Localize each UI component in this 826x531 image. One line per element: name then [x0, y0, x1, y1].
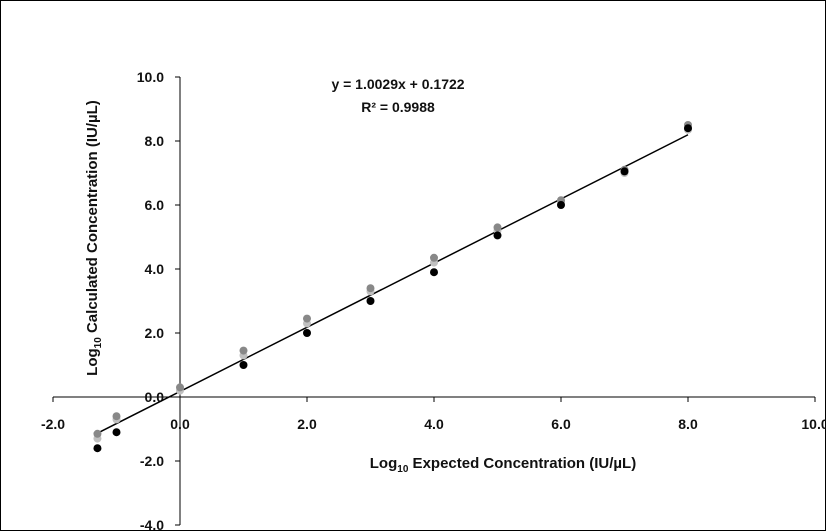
- x-tick-label: 10.0: [801, 416, 826, 432]
- data-point: [239, 361, 248, 369]
- data-point: [303, 314, 311, 323]
- x-tick-label: 4.0: [424, 416, 444, 432]
- trendline: [97, 134, 689, 434]
- y-axis-title: Log10 Calculated Concentration (IU/µL): [84, 100, 104, 376]
- y-tick-label: 4.0: [145, 261, 165, 277]
- data-point: [239, 346, 248, 355]
- equation-label: y = 1.0029x + 0.1722: [331, 76, 464, 92]
- data-point: [112, 428, 121, 437]
- y-axis-title-sub: 10: [93, 337, 104, 349]
- y-axis-title-prefix: Log: [84, 348, 101, 376]
- x-axis-title: Log10 Expected Concentration (IU/µL): [370, 455, 636, 475]
- data-point: [303, 329, 311, 337]
- y-tick-label: 2.0: [145, 325, 165, 341]
- y-tick-label: 10.0: [137, 69, 164, 85]
- r-squared-label: R² = 0.9988: [361, 99, 435, 115]
- y-ticks: -4.0 -2.0 0.0 2.0 4.0 6.0 8.0 10.0: [137, 69, 180, 531]
- x-axis-title-sub: 10: [397, 464, 409, 475]
- x-tick-label: 8.0: [678, 416, 698, 432]
- x-tick-label: 0.0: [170, 416, 190, 432]
- data-point: [430, 268, 438, 277]
- x-tick-label: 2.0: [297, 416, 317, 432]
- y-tick-label: 0.0: [145, 389, 165, 405]
- data-points: [93, 121, 692, 453]
- y-tick-label: 6.0: [145, 197, 165, 213]
- y-tick-label: -4.0: [140, 517, 164, 531]
- x-ticks: -2.0 0.0 2.0 4.0 6.0 8.0 10.0: [41, 397, 826, 432]
- trendline-group: [97, 134, 689, 434]
- data-point: [684, 124, 692, 133]
- data-point: [493, 223, 502, 232]
- data-point: [112, 412, 121, 421]
- x-tick-label: 6.0: [551, 416, 571, 432]
- data-point: [366, 297, 375, 305]
- x-tick-label: -2.0: [41, 416, 65, 432]
- y-tick-label: 8.0: [145, 133, 165, 149]
- data-point: [620, 167, 629, 176]
- data-point: [557, 201, 565, 209]
- x-axis-title-prefix: Log: [370, 455, 398, 472]
- data-point: [430, 253, 438, 262]
- x-axis-title-suffix: Expected Concentration (IU/µL): [408, 455, 636, 472]
- data-point: [93, 444, 102, 453]
- y-tick-label: -2.0: [140, 453, 164, 469]
- data-point: [176, 383, 184, 392]
- y-axis-title-suffix: Calculated Concentration (IU/µL): [84, 100, 101, 337]
- data-point: [493, 231, 502, 240]
- data-point: [93, 429, 102, 438]
- data-point: [366, 284, 375, 293]
